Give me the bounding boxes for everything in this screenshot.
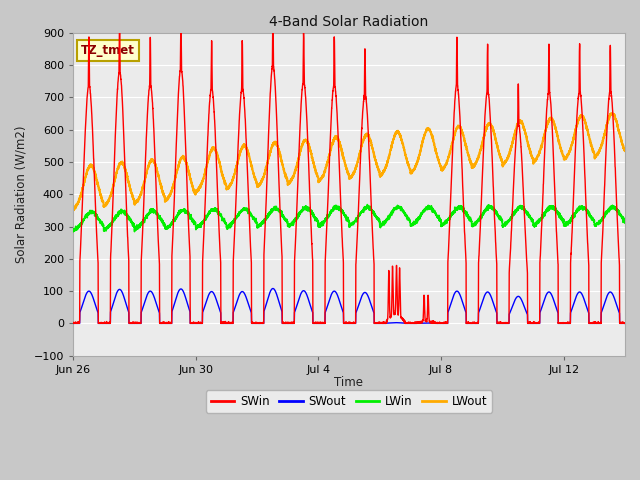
SWin [615,252,623,258]
SWin [397,314,405,320]
Line: SWin: SWin [73,33,625,324]
SWout [69,321,77,326]
Title: 4-Band Solar Radiation: 4-Band Solar Radiation [269,15,429,29]
SWout [92,302,99,308]
SWin [116,30,124,36]
LWin [172,216,179,222]
SWout [615,309,623,314]
SWout [168,309,175,315]
LWin [69,227,77,233]
Text: TZ_tmet: TZ_tmet [81,44,135,57]
SWin [69,321,77,326]
SWout [171,299,179,305]
SWout [621,321,629,326]
LWin [92,211,99,217]
LWout [607,111,614,117]
SWout [397,320,405,326]
SWout [254,321,262,326]
SWout [269,286,276,291]
LWout [621,147,629,153]
LWin [364,202,371,207]
LWin [621,220,629,226]
LWout [69,205,77,211]
Line: SWout: SWout [73,288,625,324]
Line: LWout: LWout [73,114,625,210]
Legend: SWin, SWout, LWin, LWout: SWin, SWout, LWin, LWout [206,390,492,413]
X-axis label: Time: Time [335,376,364,389]
LWout [168,187,176,193]
LWin [69,229,77,235]
SWin [172,171,179,177]
SWin [621,321,629,326]
LWout [92,171,99,177]
LWin [615,211,623,216]
LWout [70,207,77,213]
LWout [397,136,405,142]
LWout [615,128,623,133]
LWout [254,182,262,188]
Y-axis label: Solar Radiation (W/m2): Solar Radiation (W/m2) [15,126,28,263]
LWout [172,176,179,181]
SWin [69,319,77,325]
SWin [92,202,99,208]
Line: LWin: LWin [73,204,625,232]
LWin [168,219,176,225]
SWin [168,251,176,257]
LWin [254,224,262,230]
LWin [397,205,405,211]
SWin [255,321,262,326]
